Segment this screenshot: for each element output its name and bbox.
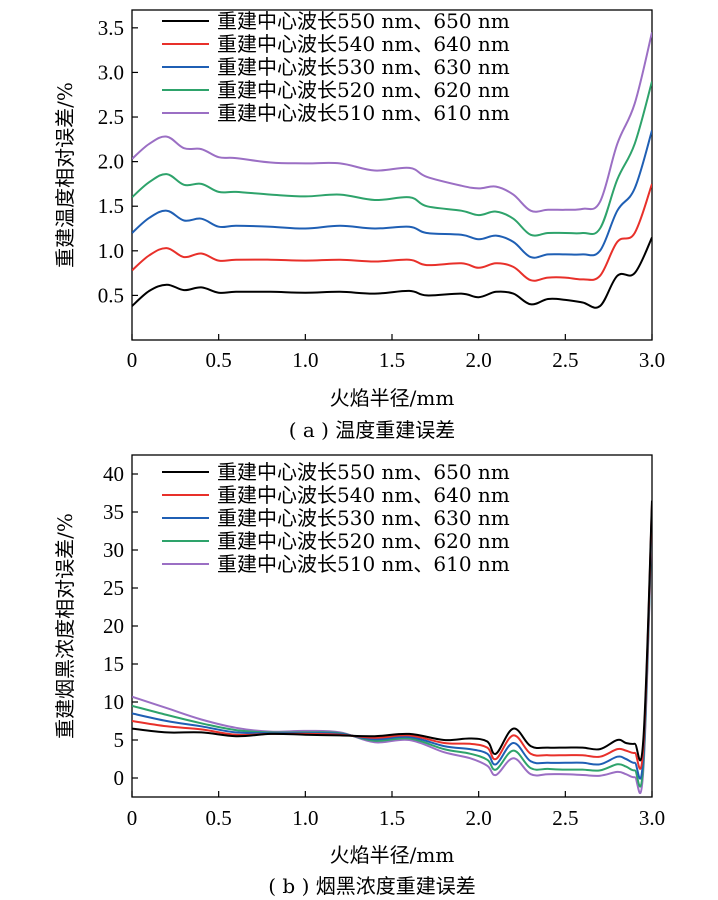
legend-entry: 重建中心波长530 nm、630 nm <box>217 506 510 530</box>
chart-panel-b: 0 0.5 1.0 1.5 2.0 2.5 3.0 0 5 10 15 20 25 30 35 40 火焰半径/… <box>53 454 665 898</box>
legend-entry: 重建中心波长550 nm、650 nm <box>217 9 510 33</box>
x-axis-title: 火焰半径/mm <box>330 843 455 867</box>
legend-entry: 重建中心波长520 nm、620 nm <box>217 529 510 553</box>
y-tick-label: 2.0 <box>98 150 124 174</box>
y-tick-label: 1.5 <box>98 194 124 218</box>
x-tick-label: 2.0 <box>466 806 492 830</box>
x-tick-label: 2.5 <box>552 806 578 830</box>
panel-caption: ( a ) 温度重建误差 <box>289 418 456 442</box>
y-axis-title: 重建温度相对误差/% <box>53 82 77 268</box>
y-tick-label: 35 <box>103 500 124 524</box>
x-tick-label: 1.0 <box>292 348 318 372</box>
x-tick-label: 3.0 <box>639 348 665 372</box>
x-tick-label: 1.5 <box>379 348 405 372</box>
y-tick-label: 30 <box>103 538 124 562</box>
y-tick-label: 20 <box>103 614 124 638</box>
legend-entry: 重建中心波长550 nm、650 nm <box>217 460 510 484</box>
y-axis-title: 重建烟黑浓度相对误差/% <box>53 513 77 739</box>
series-line-4 <box>132 81 652 237</box>
x-tick-label: 0 <box>127 348 138 372</box>
y-tick-label: 0.5 <box>98 283 124 307</box>
x-tick-label: 0 <box>127 806 138 830</box>
panel-caption: ( b ) 烟黑浓度重建误差 <box>268 874 475 898</box>
series-line-1 <box>132 236 652 309</box>
series-line-5 <box>132 32 652 213</box>
legend-entry: 重建中心波长510 nm、610 nm <box>217 101 510 125</box>
y-tick-label: 10 <box>103 690 124 714</box>
y-tick-label: 15 <box>103 652 124 676</box>
y-tick-label: 1.0 <box>98 239 124 263</box>
y-tick-label: 40 <box>103 462 124 486</box>
x-tick-label: 3.0 <box>639 806 665 830</box>
x-tick-label: 0.5 <box>206 348 232 372</box>
legend-entry: 重建中心波长540 nm、640 nm <box>217 32 510 56</box>
x-tick-label: 0.5 <box>206 806 232 830</box>
series-line-1 <box>132 500 652 762</box>
legend-entry: 重建中心波长530 nm、630 nm <box>217 55 510 79</box>
x-tick-label: 1.0 <box>292 806 318 830</box>
y-tick-label: 5 <box>114 728 125 752</box>
y-tick-label: 0 <box>114 766 125 790</box>
chart-panel-a: 0 0.5 1.0 1.5 2.0 2.5 3.0 0.5 1.0 1.5 2.0 2.5 3.0 3.5… <box>53 9 665 442</box>
x-tick-label: 2.5 <box>552 348 578 372</box>
x-tick-label: 1.5 <box>379 806 405 830</box>
legend-entry: 重建中心波长540 nm、640 nm <box>217 483 510 507</box>
y-tick-label: 25 <box>103 576 124 600</box>
y-tick-label: 2.5 <box>98 105 124 129</box>
series-line-2 <box>132 183 652 282</box>
x-axis-title: 火焰半径/mm <box>330 386 455 410</box>
legend-entry: 重建中心波长520 nm、620 nm <box>217 78 510 102</box>
legend-entry: 重建中心波长510 nm、610 nm <box>217 552 510 576</box>
x-tick-label: 2.0 <box>466 348 492 372</box>
y-tick-label: 3.5 <box>98 16 124 40</box>
y-tick-label: 3.0 <box>98 60 124 84</box>
series-line-3 <box>132 130 652 259</box>
